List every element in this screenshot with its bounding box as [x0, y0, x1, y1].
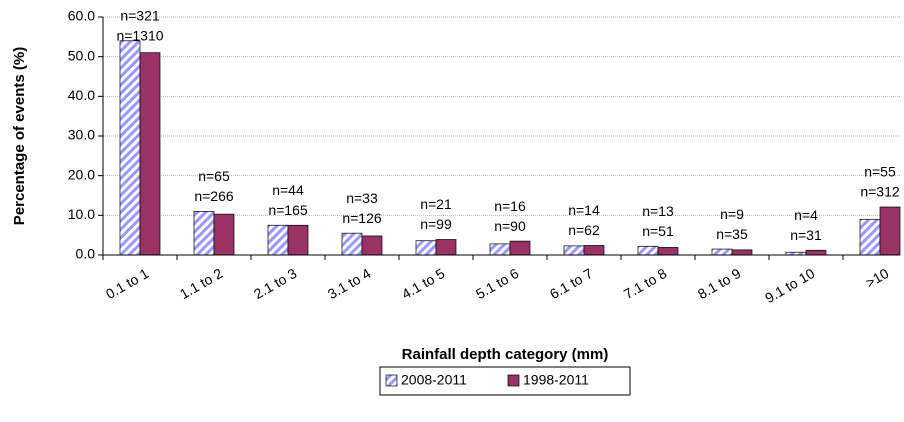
y-axis-title: Percentage of events (%): [11, 47, 28, 225]
bar: [139, 52, 161, 256]
n-label: n=99: [420, 216, 452, 232]
x-tick-label: >10: [863, 265, 892, 291]
y-tick-label: 40.0: [68, 87, 95, 103]
n-label: n=44: [272, 182, 304, 198]
x-tick-label: 2.1 to 3: [251, 265, 300, 302]
legend-box: [379, 366, 631, 396]
n-label: n=126: [342, 210, 382, 226]
n-label: n=13: [642, 203, 674, 219]
bar: [267, 224, 289, 256]
n-label: n=4: [794, 207, 818, 223]
n-label: n=266: [194, 188, 234, 204]
legend-label: 1998-2011: [523, 372, 589, 388]
x-tick-label: 9.1 to 10: [762, 265, 817, 306]
bar: [637, 245, 659, 256]
bar: [435, 239, 457, 256]
y-tick-label: 30.0: [68, 127, 95, 143]
bar: [361, 235, 383, 256]
n-label: n=55: [864, 164, 896, 180]
bar: [341, 232, 363, 256]
bar: [879, 206, 901, 256]
x-tick-label: 6.1 to 7: [547, 265, 596, 302]
legend-label: 2008-2011: [401, 372, 467, 388]
bar: [657, 247, 679, 256]
n-label: n=165: [268, 202, 308, 218]
x-tick-label: 3.1 to 4: [325, 265, 374, 302]
n-label: n=321: [120, 8, 160, 24]
y-tick-label: 60.0: [68, 8, 95, 24]
bar: [415, 240, 437, 256]
y-tick-label: 0.0: [76, 246, 96, 262]
n-label: n=9: [720, 206, 744, 222]
x-tick-label: 1.1 to 2: [177, 265, 226, 302]
bar: [509, 240, 531, 256]
bar: [583, 245, 605, 256]
n-label: n=312: [860, 184, 900, 200]
n-label: n=62: [568, 222, 600, 238]
y-tick-label: 50.0: [68, 47, 95, 63]
n-label: n=31: [790, 227, 822, 243]
bar: [859, 218, 881, 256]
x-tick-label: 0.1 to 1: [103, 265, 152, 302]
n-label: n=21: [420, 196, 452, 212]
y-tick-label: 10.0: [68, 206, 95, 222]
n-label: n=16: [494, 198, 526, 214]
y-tick-label: 20.0: [68, 166, 95, 182]
x-tick-label: 5.1 to 6: [473, 265, 522, 302]
bar: [711, 248, 733, 256]
n-label: n=65: [198, 168, 230, 184]
bar: [213, 213, 235, 256]
n-label: n=35: [716, 226, 748, 242]
n-label: n=51: [642, 223, 674, 239]
x-tick-label: 4.1 to 5: [399, 265, 448, 302]
bar: [119, 40, 141, 256]
x-axis-title: Rainfall depth category (mm): [402, 346, 609, 363]
bar: [287, 224, 309, 256]
legend-swatch: [385, 374, 398, 387]
x-tick-label: 8.1 to 9: [695, 265, 744, 302]
x-tick-label: 7.1 to 8: [621, 265, 670, 302]
n-label: n=14: [568, 202, 600, 218]
n-label: n=90: [494, 218, 526, 234]
bar: [731, 249, 753, 256]
n-label: n=1310: [116, 28, 163, 44]
bar: [805, 249, 827, 256]
bar: [489, 243, 511, 256]
legend-swatch: [507, 374, 520, 387]
bar: [193, 211, 215, 256]
bar: [563, 245, 585, 256]
n-label: n=33: [346, 190, 378, 206]
